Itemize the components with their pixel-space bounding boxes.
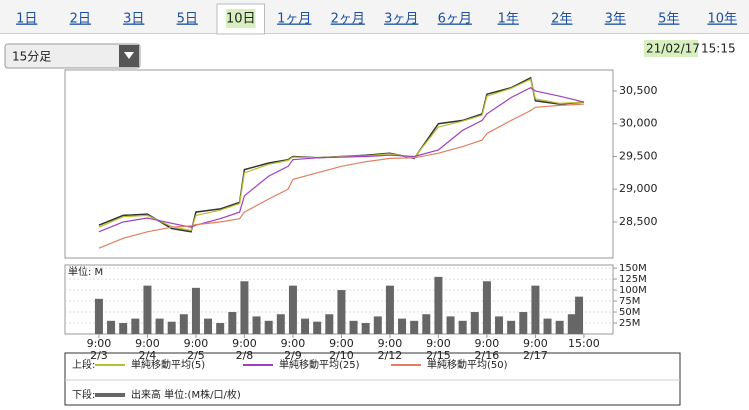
tab[interactable]: 5日	[177, 12, 198, 27]
volume-bar	[361, 323, 370, 334]
volume-bar	[575, 296, 584, 334]
tab[interactable]: 10日	[226, 12, 256, 27]
volume-bar	[446, 316, 455, 334]
legend-upper-label: 上段:	[72, 358, 95, 371]
volume-bar	[507, 320, 516, 334]
x-tick-label: 9:00 2/17	[523, 337, 548, 362]
y-tick-label: 28,500	[619, 215, 658, 228]
tab[interactable]: 10年	[707, 12, 737, 27]
x-tick-label: 9:00 2/4	[135, 337, 160, 362]
tab[interactable]: 2ヶ月	[331, 12, 365, 27]
volume-bar	[288, 285, 297, 334]
series-line	[98, 103, 584, 249]
y-tick-label: 30,500	[619, 84, 658, 97]
volume-bar	[555, 320, 564, 334]
volume-bar	[167, 321, 176, 334]
legend-label: 単純移動平均(50)	[427, 358, 508, 371]
tab[interactable]: 2年	[551, 12, 572, 27]
x-tick-label: 9:00 2/16	[475, 337, 500, 362]
y-tick-label: 100M	[619, 285, 647, 296]
tab[interactable]: 6ヶ月	[438, 12, 472, 27]
tab[interactable]: 3日	[123, 12, 144, 27]
x-tick-label: 9:00 2/8	[232, 337, 257, 362]
volume-bar	[252, 316, 261, 334]
date-highlight	[644, 40, 698, 57]
time: 15:15	[701, 42, 736, 56]
tab[interactable]: 3年	[605, 12, 626, 27]
x-tick-label: 9:00 2/5	[184, 337, 209, 362]
volume-bar	[155, 318, 164, 334]
y-tick-label: 29,000	[619, 182, 658, 195]
volume-bar	[131, 318, 140, 334]
x-tick-label: 15:00	[568, 337, 600, 350]
volume-bar	[276, 314, 285, 334]
volume-bar	[519, 312, 528, 334]
volume-bar	[240, 281, 249, 334]
legend-lower-label: 下段:	[72, 388, 95, 401]
volume-bar	[119, 323, 128, 334]
volume-bar	[422, 314, 431, 334]
y-tick-label: 125M	[619, 274, 647, 285]
volume-bar	[482, 281, 491, 334]
x-tick-label: 9:00 2/3	[87, 337, 112, 362]
legend-label: 出来高 単位:(M株/口/枚)	[131, 388, 241, 401]
tab[interactable]: 3ヶ月	[384, 12, 418, 27]
y-tick-label: 25M	[619, 318, 640, 329]
y-tick-label: 30,000	[619, 117, 658, 130]
volume-bar	[470, 312, 479, 334]
tab[interactable]: 1日	[16, 12, 37, 27]
dropdown[interactable]	[4, 43, 141, 69]
volume-bar	[385, 285, 394, 334]
x-tick-label: 9:00 2/15	[426, 337, 451, 362]
tab[interactable]: 1ヶ月	[277, 12, 311, 27]
dropdown-arrow	[124, 52, 134, 59]
volume-bar	[458, 320, 467, 334]
y-tick-label: 29,500	[619, 149, 658, 162]
legend-label: 単純移動平均(25)	[279, 358, 360, 371]
volume-bar	[410, 320, 419, 334]
x-tick-label: 9:00 2/9	[281, 337, 306, 362]
volume-bar	[216, 323, 225, 334]
volume-bar	[94, 298, 103, 334]
volume-bar	[349, 320, 358, 334]
price-panel	[64, 69, 614, 259]
volume-bar	[143, 285, 152, 334]
date: 21/02/17	[646, 42, 700, 56]
volume-bar	[543, 318, 552, 334]
x-tick-label: 9:00 2/12	[378, 337, 403, 362]
tab-bar	[0, 0, 749, 34]
tab[interactable]: 5年	[658, 12, 679, 27]
volume-bar	[398, 318, 407, 334]
x-tick-label: 9:00 2/10	[329, 337, 354, 362]
y-tick-label: 75M	[619, 296, 640, 307]
volume-bar	[567, 314, 576, 334]
tabs: 1日 2日 3日 5日 10日 1ヶ月 2ヶ月 3ヶ月 6ヶ月 1年 2年 3年 5年 10年	[16, 3, 737, 35]
tab-highlight	[226, 9, 256, 28]
tab[interactable]: 1年	[498, 12, 519, 27]
series-line	[98, 87, 585, 233]
y-tick-label: 150M	[619, 263, 647, 274]
volume-bar	[325, 314, 334, 334]
y-tick-label: 50M	[619, 307, 640, 318]
volume-bar	[301, 318, 310, 334]
volume-bar	[495, 316, 504, 334]
volume-bar	[373, 316, 382, 334]
dropdown-label[interactable]: 15分足	[12, 50, 51, 64]
volume-bar	[204, 318, 213, 334]
volume-bar	[337, 290, 346, 334]
volume-bar	[179, 314, 188, 334]
volume-bar	[191, 287, 200, 334]
volume-bar	[531, 285, 540, 334]
volume-bar	[107, 320, 116, 334]
legend-label: 単純移動平均(5)	[131, 358, 205, 371]
volume-unit: 単位: M	[68, 265, 103, 278]
tab[interactable]: 2日	[70, 12, 91, 27]
volume-bar	[228, 312, 237, 334]
volume-bar	[434, 276, 443, 334]
volume-bar	[313, 321, 322, 334]
volume-bar	[264, 320, 273, 334]
legend-box	[64, 352, 681, 406]
